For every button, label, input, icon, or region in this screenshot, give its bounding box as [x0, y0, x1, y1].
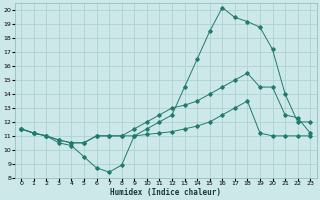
X-axis label: Humidex (Indice chaleur): Humidex (Indice chaleur): [110, 188, 221, 197]
